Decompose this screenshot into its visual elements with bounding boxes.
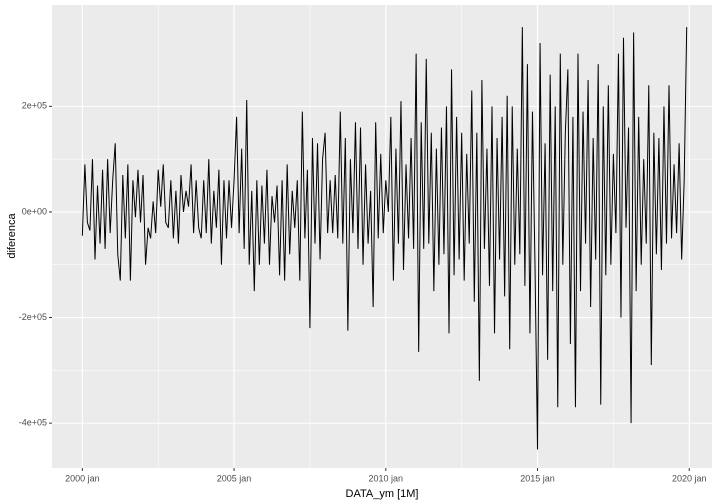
- y-tick-label: -4e+05: [19, 418, 47, 428]
- x-axis-title: DATA_ym [1M]: [346, 488, 419, 500]
- x-tick-label: 2015 jan: [520, 473, 555, 483]
- y-tick-label: -2e+05: [19, 312, 47, 322]
- x-tick-label: 2010 jan: [369, 473, 404, 483]
- y-axis-title: diferenca: [6, 212, 18, 258]
- y-tick-label: 2e+05: [22, 101, 47, 111]
- x-tick-label: 2000 jan: [65, 473, 100, 483]
- y-tick-label: 0e+00: [22, 206, 47, 216]
- x-tick-label: 2005 jan: [217, 473, 252, 483]
- x-tick-label: 2020 jan: [672, 473, 707, 483]
- data-line: [81, 27, 688, 450]
